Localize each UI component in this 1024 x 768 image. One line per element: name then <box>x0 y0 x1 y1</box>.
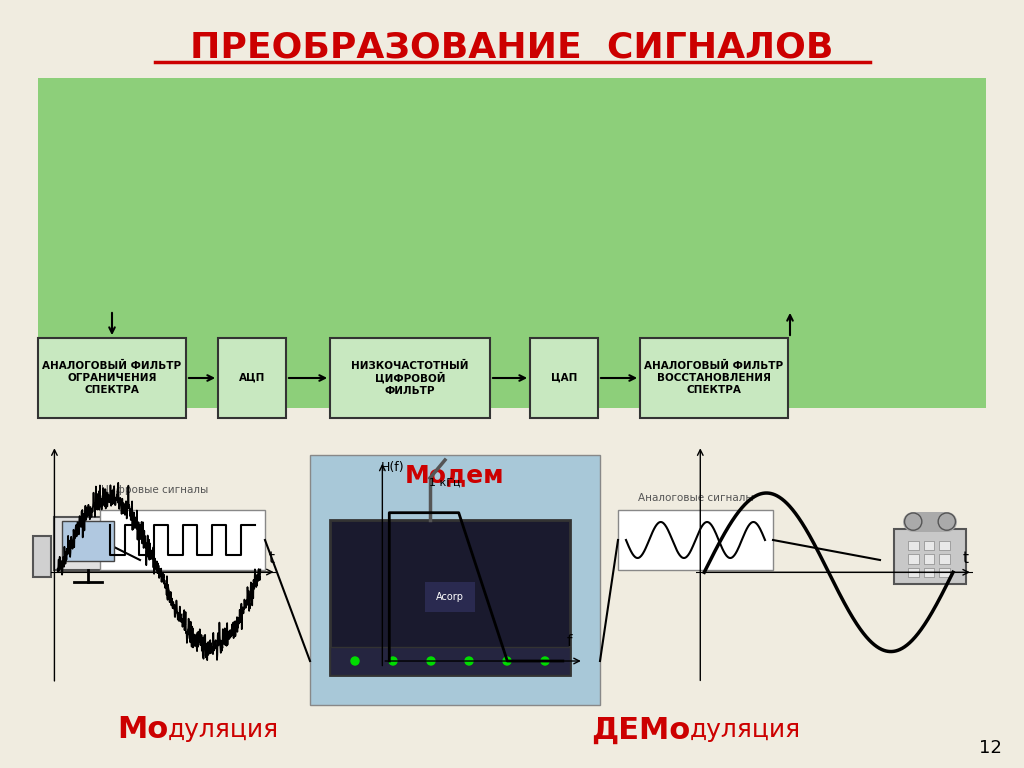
Bar <box>33 536 51 577</box>
Bar <box>939 541 949 551</box>
Bar <box>38 338 186 418</box>
Text: ДЕМо: ДЕМо <box>591 716 690 744</box>
Text: ПРЕОБРАЗОВАНИЕ  СИГНАЛОВ: ПРЕОБРАЗОВАНИЕ СИГНАЛОВ <box>190 31 834 65</box>
Bar <box>310 455 600 705</box>
Bar <box>330 520 570 675</box>
Bar <box>61 521 115 561</box>
Bar <box>38 78 986 408</box>
Circle shape <box>389 657 397 665</box>
Circle shape <box>427 657 435 665</box>
Circle shape <box>904 513 922 530</box>
Text: дуляция: дуляция <box>690 718 801 742</box>
Bar <box>640 338 788 418</box>
Bar <box>54 517 122 570</box>
Text: f: f <box>567 634 572 649</box>
Bar <box>330 647 570 675</box>
Text: t: t <box>963 551 969 566</box>
Text: Мо: Мо <box>117 716 168 744</box>
Bar <box>924 554 934 564</box>
Text: АЦП: АЦП <box>239 373 265 383</box>
Bar <box>939 554 949 564</box>
Text: НИЗКОЧАСТОТНЫЙ
ЦИФРОВОЙ
ФИЛЬТР: НИЗКОЧАСТОТНЫЙ ЦИФРОВОЙ ФИЛЬТР <box>351 360 469 396</box>
Text: АНАЛОГОВЫЙ ФИЛЬТР
ВОССТАНОВЛЕНИЯ
СПЕКТРА: АНАЛОГОВЫЙ ФИЛЬТР ВОССТАНОВЛЕНИЯ СПЕКТРА <box>644 362 783 395</box>
Bar <box>939 568 949 578</box>
Bar <box>100 510 265 570</box>
Bar <box>530 338 598 418</box>
Text: 12: 12 <box>979 739 1001 757</box>
Bar <box>894 529 966 584</box>
Bar <box>618 510 773 570</box>
Bar <box>908 541 919 551</box>
Text: t: t <box>268 551 274 566</box>
Text: Цифровые сигналы: Цифровые сигналы <box>101 485 209 495</box>
Text: Аналоговые сигналы: Аналоговые сигналы <box>638 493 754 503</box>
Bar <box>425 582 475 612</box>
Circle shape <box>503 657 511 665</box>
Bar <box>924 568 934 578</box>
Circle shape <box>465 657 473 665</box>
Bar <box>330 338 490 418</box>
Circle shape <box>541 657 549 665</box>
Text: дуляция: дуляция <box>168 718 280 742</box>
Bar <box>908 554 919 564</box>
Text: ЦАП: ЦАП <box>551 373 578 383</box>
Bar <box>924 541 934 551</box>
Text: АНАЛОГОВЫЙ ФИЛЬТР
ОГРАНИЧЕНИЯ
СПЕКТРА: АНАЛОГОВЫЙ ФИЛЬТР ОГРАНИЧЕНИЯ СПЕКТРА <box>42 362 181 395</box>
Text: Acorp: Acorp <box>436 592 464 602</box>
Circle shape <box>938 513 955 530</box>
Bar <box>218 338 286 418</box>
Circle shape <box>351 657 359 665</box>
Text: H(f): H(f) <box>381 461 404 474</box>
Text: 1 кГц: 1 кГц <box>429 478 461 488</box>
Bar <box>908 568 919 578</box>
Text: Модем: Модем <box>406 463 505 487</box>
